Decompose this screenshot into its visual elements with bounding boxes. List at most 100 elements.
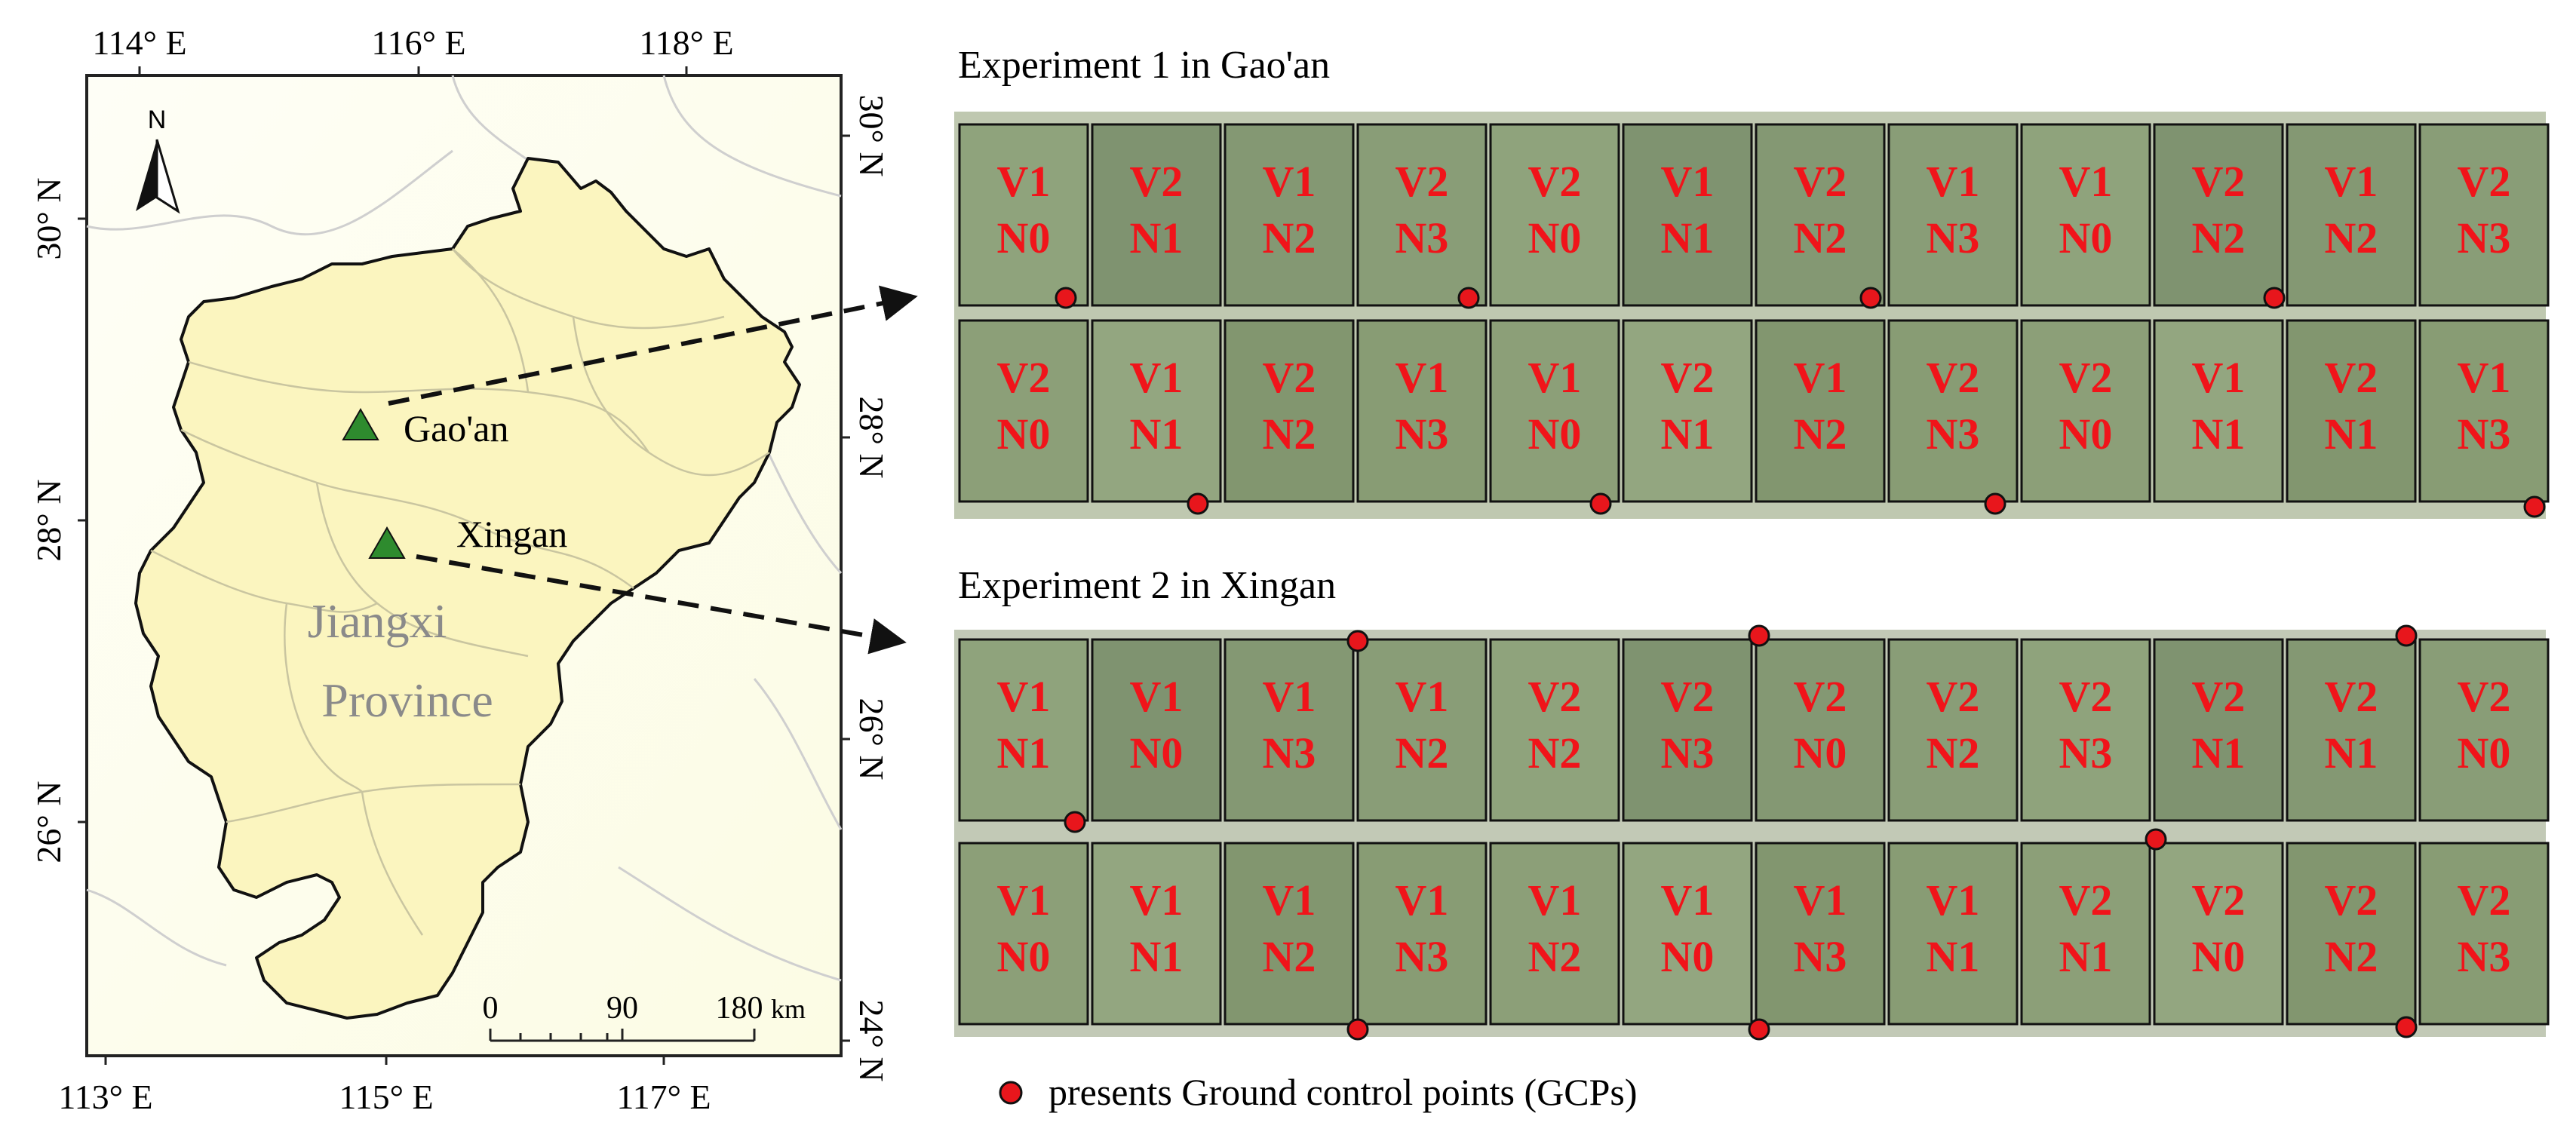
triangle-marker-icon xyxy=(342,407,379,440)
plot-nitrogen: N0 xyxy=(1130,728,1184,777)
lon-label-bottom: 115° E xyxy=(339,1078,433,1116)
map-panel: 114° E 116° E 118° E 113° E 115° E 117° … xyxy=(29,23,891,1116)
plot-nitrogen: N3 xyxy=(2059,728,2113,777)
plot-nitrogen: N2 xyxy=(1263,213,1316,262)
plot-variety: V2 xyxy=(2325,876,2378,925)
plot-nitrogen: N3 xyxy=(1661,728,1715,777)
plot-variety: V2 xyxy=(2458,157,2511,206)
plot-nitrogen: N1 xyxy=(1130,409,1184,459)
plot-nitrogen: N1 xyxy=(2192,728,2246,777)
experiment1-title: Experiment 1 in Gao'an xyxy=(958,44,1330,87)
plot-nitrogen: N0 xyxy=(997,409,1051,459)
plot-variety: V1 xyxy=(1927,876,1980,925)
plot-variety: V1 xyxy=(1263,672,1316,721)
plot-rect xyxy=(2153,319,2284,503)
plot-rect xyxy=(1224,123,1355,307)
gcp-point xyxy=(1748,1018,1770,1041)
plot-variety: V2 xyxy=(1927,672,1980,721)
map-ticks xyxy=(78,66,850,1065)
plot-rect xyxy=(1091,319,1222,503)
plot-variety: V1 xyxy=(997,672,1051,721)
plot-variety: V2 xyxy=(2325,672,2378,721)
plot-variety: V2 xyxy=(2192,876,2246,925)
plot-nitrogen: N0 xyxy=(1661,932,1715,981)
plot-variety: V2 xyxy=(2059,353,2113,402)
plot-rect xyxy=(2418,638,2550,822)
plot-variety: V2 xyxy=(2325,353,2378,402)
plot-variety: V2 xyxy=(2458,876,2511,925)
lat-label-left: 30° N xyxy=(29,177,68,259)
plot-rect xyxy=(2020,842,2151,1026)
lat-label-right: 30° N xyxy=(852,94,891,176)
plot-nitrogen: N3 xyxy=(2458,932,2511,981)
plot-rect xyxy=(2286,638,2417,822)
plot-variety: V1 xyxy=(1794,353,1847,402)
plot-variety: V1 xyxy=(1927,157,1980,206)
plot-rect xyxy=(1622,123,1753,307)
plot-rect xyxy=(958,842,1089,1026)
plot-nitrogen: N2 xyxy=(1528,932,1582,981)
plot-rect xyxy=(1356,319,1488,503)
plot-nitrogen: N1 xyxy=(997,728,1051,777)
plot-variety: V2 xyxy=(2192,672,2246,721)
connector-arrow-xingan xyxy=(416,554,907,655)
gcp-point xyxy=(1187,492,1209,515)
plot-variety: V1 xyxy=(1661,876,1715,925)
plot-rect xyxy=(958,123,1089,307)
plot-rect xyxy=(2286,842,2417,1026)
triangle-marker-icon xyxy=(368,526,406,559)
gcp-point xyxy=(1984,492,2006,515)
plot-rect xyxy=(2153,638,2284,822)
plot-nitrogen: N3 xyxy=(1395,213,1449,262)
plot-nitrogen: N2 xyxy=(1263,409,1316,459)
legend-text: presents Ground control points (GCPs) xyxy=(1049,1071,1638,1113)
plot-rect xyxy=(1622,842,1753,1026)
gcp-point xyxy=(2395,624,2418,647)
plot-nitrogen: N3 xyxy=(1927,213,1980,262)
plot-nitrogen: N1 xyxy=(1130,213,1184,262)
north-label: N xyxy=(148,106,167,134)
lon-label-bottom: 117° E xyxy=(616,1078,711,1116)
plot-nitrogen: N3 xyxy=(2458,213,2511,262)
plot-rect xyxy=(2020,638,2151,822)
plot-variety: V2 xyxy=(2192,157,2246,206)
plot-variety: V1 xyxy=(1794,876,1847,925)
plot-rect xyxy=(2153,123,2284,307)
plot-nitrogen: N2 xyxy=(1794,213,1847,262)
gcp-point xyxy=(1346,1018,1369,1041)
plot-rect xyxy=(1489,123,1620,307)
plot-rect xyxy=(1091,123,1222,307)
plot-nitrogen: N3 xyxy=(1794,932,1847,981)
gcp-point xyxy=(1457,287,1480,309)
plot-nitrogen: N0 xyxy=(997,213,1051,262)
gcp-point xyxy=(2263,287,2286,309)
plot-rect xyxy=(1622,638,1753,822)
gcp-point xyxy=(1055,287,1077,309)
gcp-markers xyxy=(1055,287,2546,1041)
plot-variety: V2 xyxy=(1661,672,1715,721)
plot-nitrogen: N2 xyxy=(1528,728,1582,777)
plot-nitrogen: N1 xyxy=(1661,213,1715,262)
plot-rect xyxy=(958,319,1089,503)
plot-nitrogen: N1 xyxy=(1927,932,1980,981)
gcp-point xyxy=(1859,287,1882,309)
plot-rect xyxy=(1489,638,1620,822)
